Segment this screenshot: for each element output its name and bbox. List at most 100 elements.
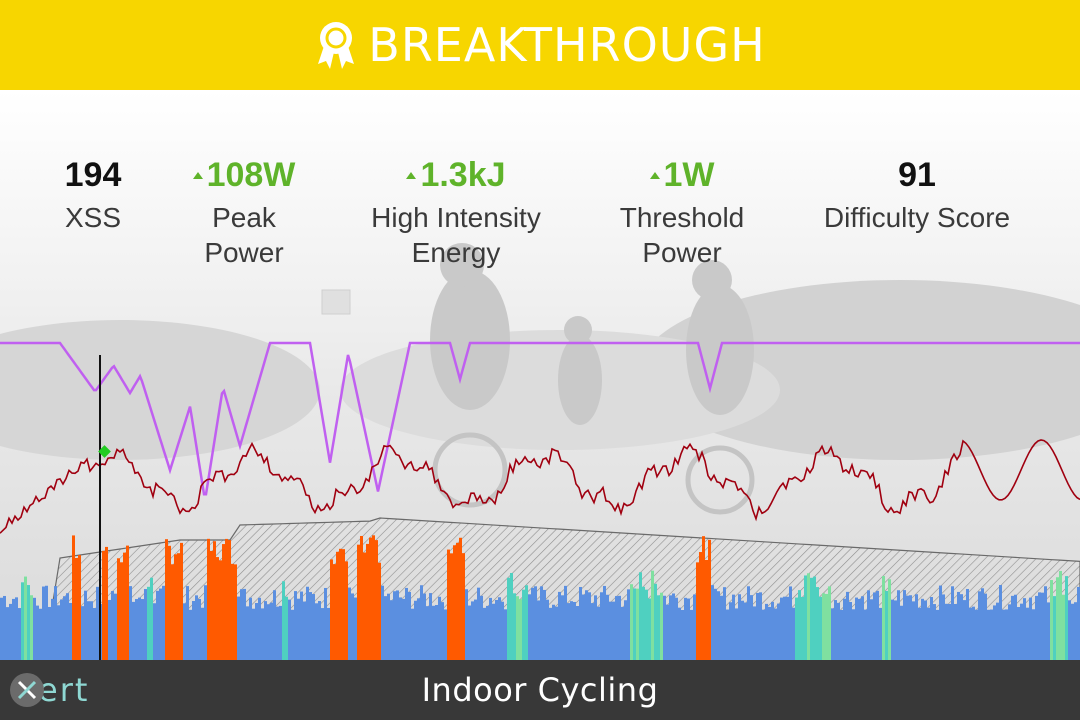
power-bar — [1074, 602, 1077, 660]
power-bar — [918, 607, 921, 660]
power-bar — [9, 603, 12, 660]
power-bar — [447, 549, 450, 660]
power-bar — [102, 550, 105, 660]
power-bar — [399, 597, 402, 660]
power-bar — [156, 590, 159, 660]
power-bar — [858, 598, 861, 660]
power-bar — [576, 606, 579, 660]
stat-difficulty-score: 91 Difficulty Score — [807, 150, 1027, 235]
power-bar — [3, 595, 6, 660]
power-bar — [1071, 603, 1074, 660]
power-bar — [240, 589, 243, 660]
power-bar — [114, 593, 117, 660]
power-bar — [78, 555, 81, 660]
power-bar — [417, 598, 420, 660]
power-bar — [255, 603, 258, 660]
power-bar — [138, 597, 141, 660]
power-bar — [681, 609, 684, 660]
activity-chart — [0, 341, 1080, 660]
power-bar — [903, 590, 906, 660]
power-bar — [249, 597, 252, 660]
power-bar — [378, 562, 381, 660]
power-bar — [921, 598, 924, 660]
power-bar — [141, 599, 144, 660]
map-line — [0, 341, 1080, 496]
power-bar — [693, 594, 696, 660]
power-bar — [273, 590, 276, 660]
power-bar — [1053, 596, 1056, 660]
power-bar — [42, 586, 45, 660]
power-bar — [717, 591, 720, 660]
power-bar — [975, 609, 978, 660]
power-bar — [1014, 594, 1017, 660]
power-bar — [276, 606, 279, 660]
power-bar — [984, 593, 987, 660]
power-bar — [459, 537, 462, 660]
power-bar — [1002, 609, 1005, 660]
stat-high-intensity-energy: 1.3kJ High Intensity Energy — [356, 150, 556, 270]
power-bar — [1041, 592, 1044, 660]
power-bar — [0, 597, 3, 660]
power-bar — [798, 590, 801, 660]
power-bar — [435, 604, 438, 660]
power-bar — [267, 604, 270, 660]
power-bar — [471, 601, 474, 660]
power-bar — [351, 593, 354, 660]
power-bar — [24, 576, 27, 660]
power-bar — [819, 596, 822, 660]
power-bar — [1023, 598, 1026, 660]
power-bar — [945, 603, 948, 660]
power-bar — [606, 594, 609, 660]
power-bar — [990, 609, 993, 660]
power-bar — [288, 599, 291, 660]
stats-row: 194 XSS 108W Peak Power 1.3kJ High Inten… — [0, 150, 1080, 280]
power-bar — [510, 572, 513, 660]
power-bar — [201, 607, 204, 660]
power-bar — [87, 601, 90, 660]
power-bar — [465, 589, 468, 660]
stat-threshold-power: 1W Threshold Power — [602, 150, 762, 270]
power-bar — [282, 581, 285, 660]
power-bar — [522, 589, 525, 660]
power-bar — [405, 587, 408, 660]
power-bar — [564, 585, 567, 660]
power-bar — [429, 593, 432, 660]
power-bar — [603, 585, 606, 660]
stat-peak-power: 108W Peak Power — [164, 150, 324, 270]
power-bar — [489, 597, 492, 660]
power-bar — [648, 598, 651, 660]
power-bar — [321, 608, 324, 660]
power-bar — [894, 600, 897, 660]
stat-value-text: 1W — [663, 156, 715, 194]
power-bar — [567, 603, 570, 660]
power-bar — [411, 608, 414, 660]
power-bar — [48, 606, 51, 660]
power-bar — [345, 561, 348, 660]
power-bar — [360, 535, 363, 660]
stat-value-text: 91 — [898, 156, 936, 194]
stat-label: Difficulty Score — [823, 202, 1011, 233]
power-bar — [105, 546, 108, 660]
power-bar — [888, 579, 891, 660]
stat-label: Threshold — [619, 202, 745, 233]
power-bar — [1077, 586, 1080, 660]
power-bar — [978, 591, 981, 660]
power-bar — [687, 598, 690, 660]
power-bar — [852, 609, 855, 660]
power-bar — [957, 591, 960, 660]
power-bar — [831, 608, 834, 660]
power-bar — [738, 594, 741, 660]
power-bar — [732, 594, 735, 660]
power-bar — [333, 564, 336, 660]
power-bar — [996, 602, 999, 660]
power-bar — [369, 537, 372, 660]
power-bar — [879, 607, 882, 660]
power-bar — [66, 593, 69, 660]
power-bar — [261, 608, 264, 660]
power-bar — [630, 584, 633, 660]
power-bar — [690, 609, 693, 660]
power-bar — [480, 595, 483, 660]
power-bar — [336, 551, 339, 660]
power-bar — [372, 535, 375, 660]
power-bar — [57, 605, 60, 660]
